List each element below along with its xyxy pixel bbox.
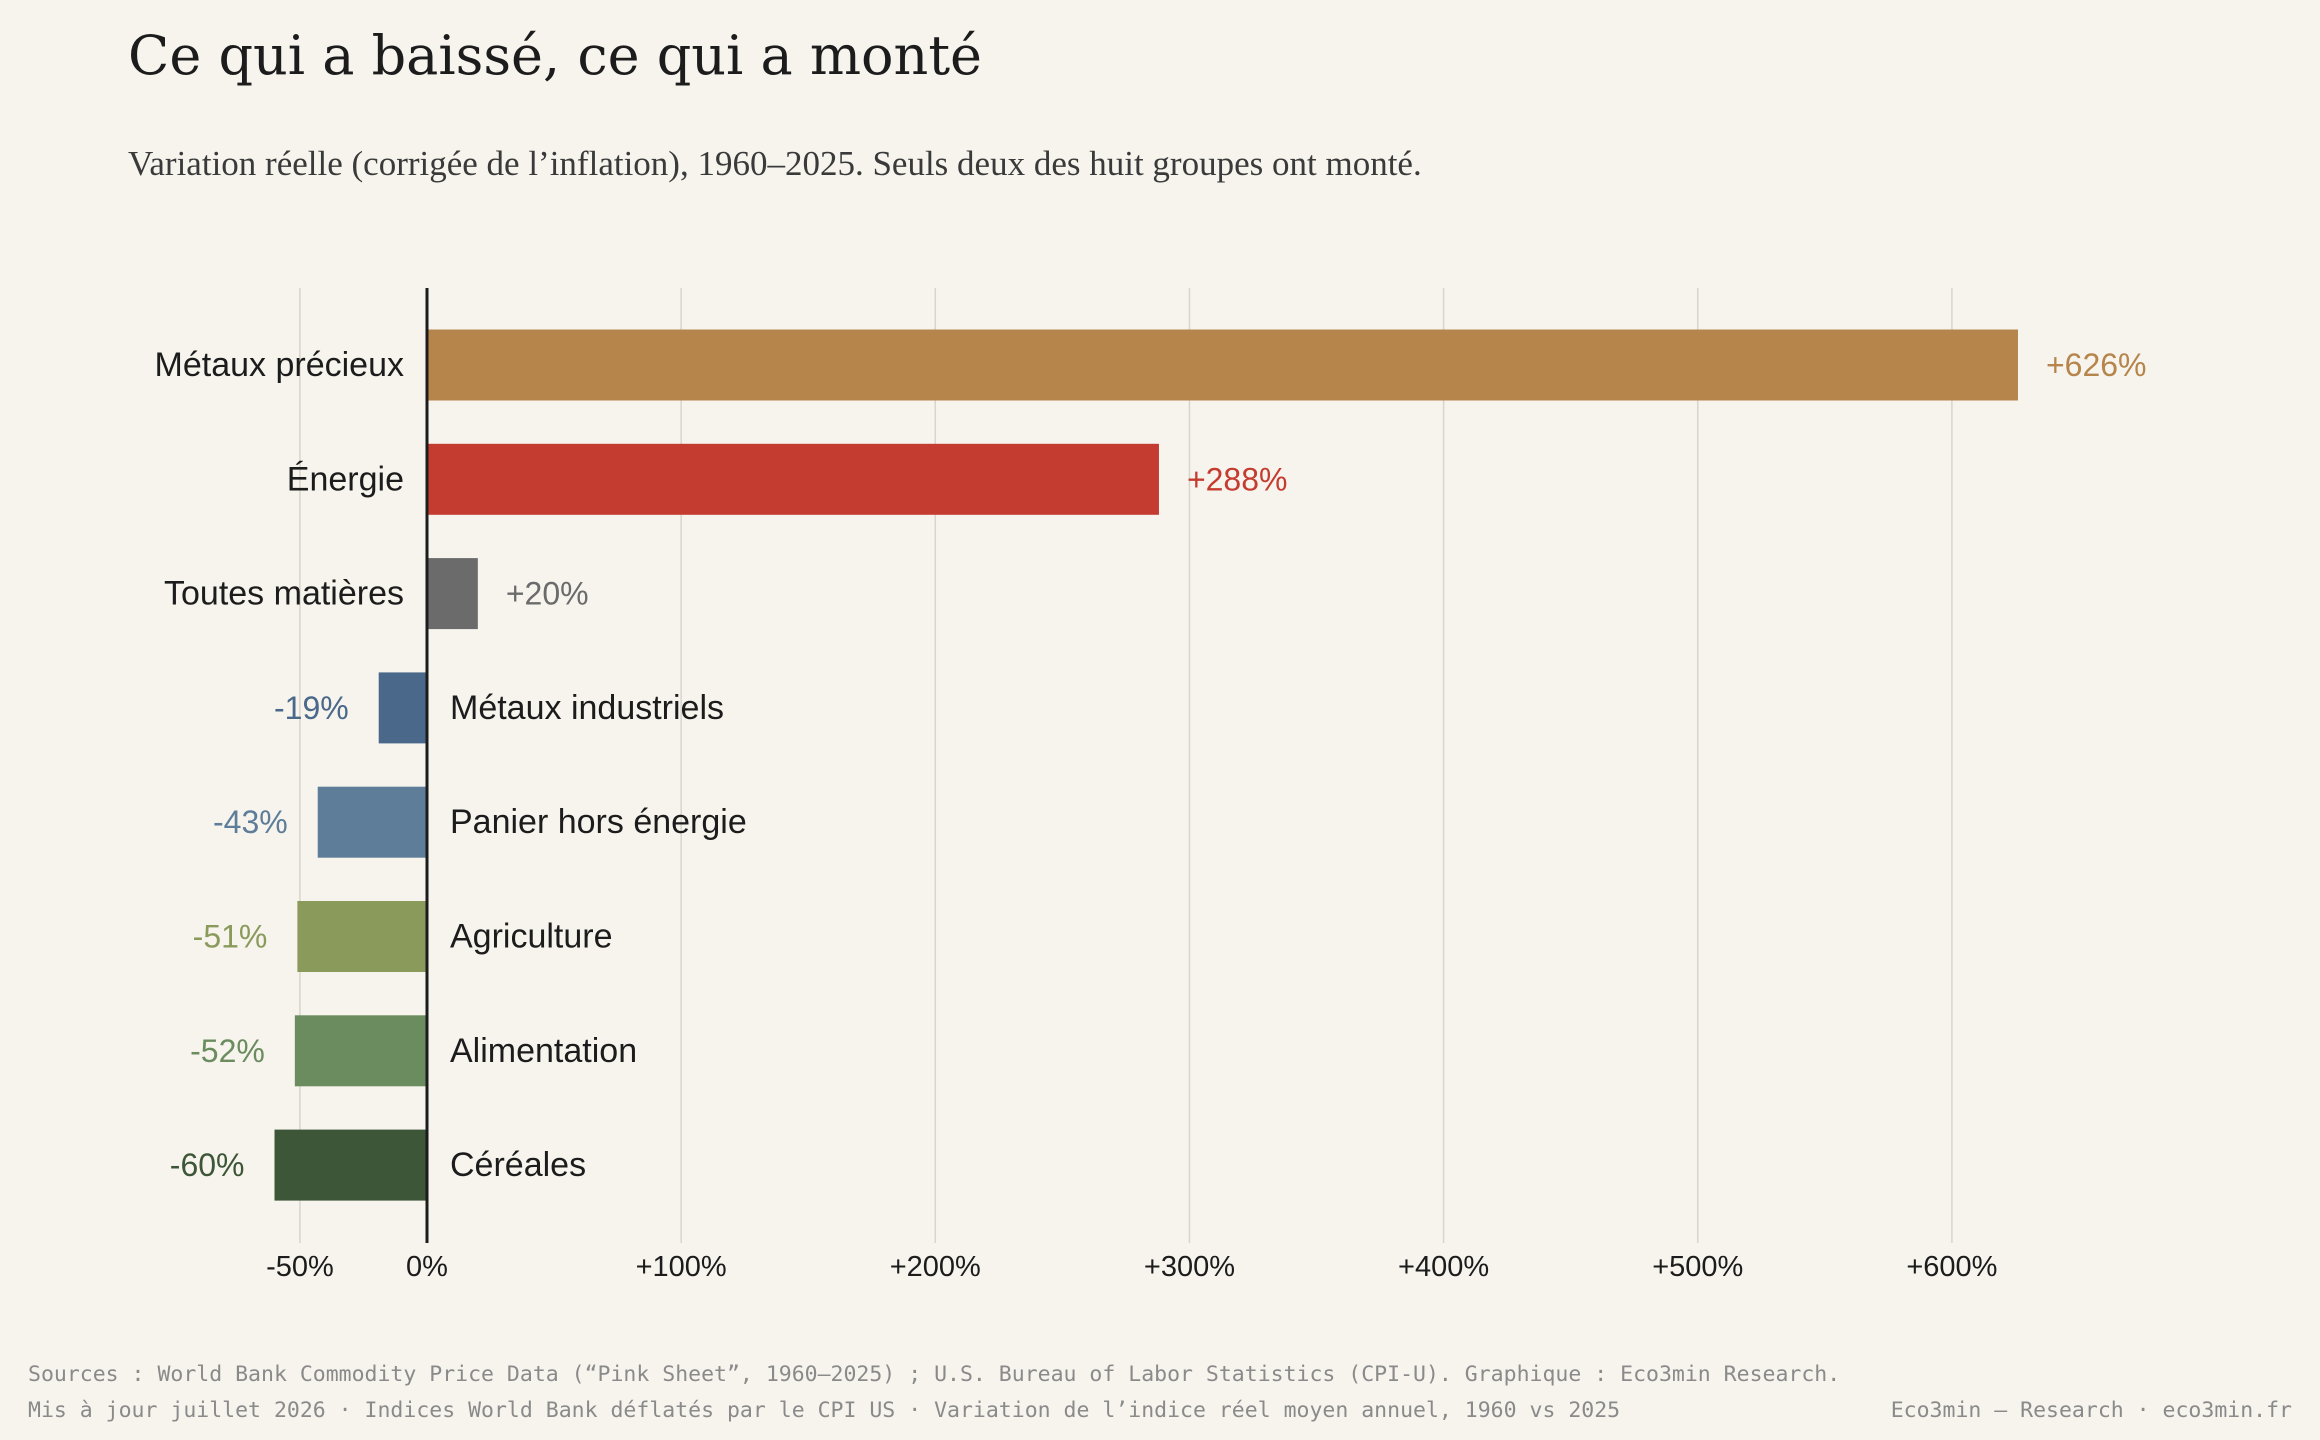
category-label: Agriculture [450, 918, 613, 956]
x-tick-label: +200% [890, 1251, 981, 1283]
bar [294, 1015, 427, 1087]
category-label: Métaux industriels [450, 689, 724, 727]
bar [427, 558, 478, 630]
value-label: -19% [274, 690, 349, 726]
x-axis-tick-labels: -50% 0% +100% +200% +300% +400% +500% +600% [266, 1251, 1997, 1283]
value-labels: +626% +288% +20% -19% -43% -51% -52% -60% [170, 347, 2147, 1183]
x-tick-label: +300% [1144, 1251, 1235, 1283]
category-label: Céréales [450, 1146, 586, 1184]
x-tick-label: 0% [406, 1251, 448, 1283]
category-label: Panier hors énergie [450, 803, 747, 841]
x-tick-label: -50% [266, 1251, 334, 1283]
x-tick-label: +400% [1398, 1251, 1489, 1283]
category-labels: Métaux précieux Énergie Toutes matières Mét… [155, 346, 747, 1184]
footer-note: Mis à jour juillet 2026 · Indices World … [28, 1398, 1621, 1423]
bars [274, 329, 2018, 1201]
bar [378, 672, 427, 744]
bar [427, 329, 2018, 401]
value-label: -52% [190, 1033, 265, 1069]
bar [427, 443, 1159, 515]
chart-title: Ce qui a baissé, ce qui a monté [128, 24, 982, 87]
bar [274, 1129, 427, 1201]
x-tick-label: +500% [1652, 1251, 1743, 1283]
value-label: +20% [506, 576, 589, 612]
chart-subtitle: Variation réelle (corrigée de l’inflatio… [128, 144, 1422, 183]
category-label: Toutes matières [164, 575, 404, 613]
bar [297, 901, 427, 972]
footer-sources: Sources : World Bank Commodity Price Dat… [28, 1362, 1841, 1387]
value-label: +288% [1187, 461, 1288, 497]
category-label: Métaux précieux [155, 346, 404, 384]
bar-chart: Métaux précieux Énergie Toutes matières Mét… [155, 288, 2147, 1283]
bar [317, 786, 427, 858]
x-tick-label: +100% [636, 1251, 727, 1283]
category-label: Alimentation [450, 1032, 637, 1070]
category-label: Énergie [287, 460, 404, 498]
x-tick-label: +600% [1906, 1251, 1997, 1283]
value-label: -51% [193, 919, 268, 955]
value-label: -43% [213, 804, 288, 840]
gridlines [299, 288, 1953, 1243]
value-label: -60% [170, 1147, 245, 1183]
value-label: +626% [2046, 347, 2147, 383]
footer-brand: Eco3min — Research · eco3min.fr [1890, 1398, 2292, 1423]
